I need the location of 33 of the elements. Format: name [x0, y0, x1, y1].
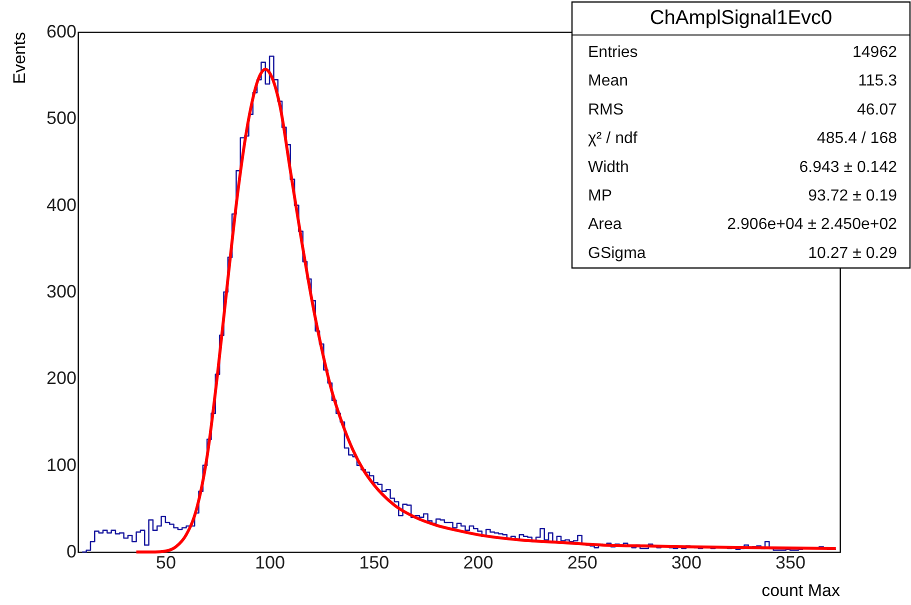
annotation: 485.4 / 168 [816, 130, 898, 148]
x-tick-label: 50 [156, 552, 176, 572]
text: 14962 [852, 44, 898, 61]
y-tick-label: 500 [46, 108, 76, 128]
x-tick-label: 300 [671, 552, 702, 572]
y-axis-title: Events [10, 32, 29, 84]
annotation: MP [588, 188, 612, 204]
annotation: Entries [588, 44, 638, 61]
annotation: GSigma [588, 244, 646, 262]
annotation: 93.72 ± 0.19 [808, 188, 898, 204]
annotation: χ² / ndf [588, 130, 638, 148]
y-tick-label: 200 [46, 368, 76, 388]
x-tick-label: 350 [776, 552, 806, 572]
y-tick-label: 400 [46, 194, 76, 215]
text: 46.07 [856, 101, 898, 118]
x-tick-label: 150 [359, 552, 390, 572]
annotation: 2.906e+04 ± 2.450e+02 [727, 216, 898, 234]
annotation: 10.27 ± 0.29 [808, 244, 898, 262]
annotation: Width [588, 158, 629, 176]
y-tick-label: 600 [46, 22, 76, 42]
chart-title: ChAmplSignal1Evc0 [650, 7, 832, 29]
text: 115.3 [858, 72, 898, 90]
annotation: RMS [588, 101, 624, 118]
x-axis-title: count Max [762, 581, 840, 600]
annotation: Mean [588, 72, 628, 90]
x-tick-label: 100 [255, 552, 286, 572]
annotation: 6.943 ± 0.142 [799, 158, 898, 176]
y-tick-label: 0 [66, 542, 76, 562]
y-tick-label: 100 [46, 454, 76, 475]
x-tick-label: 200 [463, 552, 494, 572]
x-tick-label: 250 [567, 552, 598, 572]
y-tick-label: 300 [46, 282, 76, 302]
annotation: Area [588, 216, 622, 234]
